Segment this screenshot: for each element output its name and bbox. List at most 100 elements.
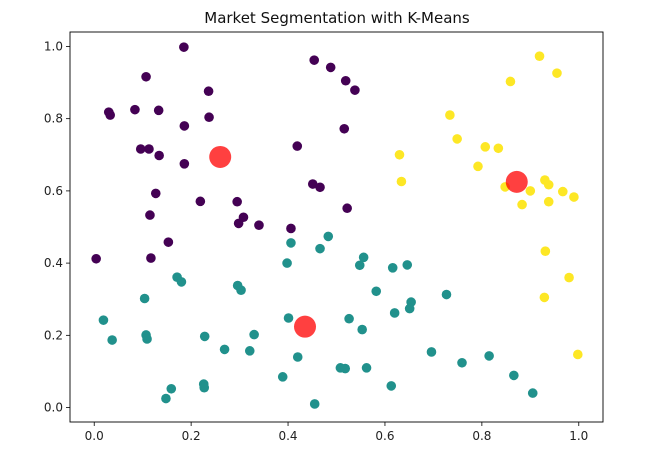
points-layer <box>91 42 583 409</box>
x-tick-label: 0.4 <box>278 429 297 443</box>
data-point-cluster-1 <box>371 286 382 297</box>
data-point-cluster-1 <box>199 382 210 393</box>
data-point-cluster-2 <box>534 51 545 61</box>
data-point-cluster-2 <box>473 161 483 172</box>
data-point-cluster-0 <box>232 196 242 207</box>
data-point-cluster-1 <box>527 388 538 398</box>
data-point-cluster-0 <box>254 220 264 230</box>
y-tick-label: 0.8 <box>44 112 63 126</box>
data-point-cluster-0 <box>309 55 320 65</box>
data-point-cluster-2 <box>573 349 583 360</box>
data-point-cluster-1 <box>107 335 117 345</box>
data-point-cluster-0 <box>204 112 214 123</box>
chart-title: Market Segmentation with K-Means <box>204 9 470 27</box>
data-point-cluster-1 <box>389 308 400 318</box>
data-point-cluster-1 <box>509 370 519 381</box>
y-tick-label: 0.2 <box>44 328 63 342</box>
data-point-cluster-0 <box>342 203 352 214</box>
data-point-cluster-2 <box>505 76 516 87</box>
data-point-cluster-0 <box>145 210 155 220</box>
data-point-cluster-0 <box>146 253 156 263</box>
data-point-cluster-1 <box>340 363 351 374</box>
data-point-cluster-1 <box>426 347 437 357</box>
x-tick-label: 0.8 <box>472 429 491 443</box>
data-point-cluster-2 <box>552 68 562 78</box>
data-point-cluster-1 <box>161 393 171 404</box>
x-tick-label: 1.0 <box>569 429 588 443</box>
data-point-cluster-1 <box>282 258 292 268</box>
centroid-layer <box>209 145 528 338</box>
data-point-cluster-0 <box>339 123 350 134</box>
data-point-cluster-1 <box>244 346 255 356</box>
data-point-cluster-1 <box>166 383 177 394</box>
data-point-cluster-0 <box>105 110 116 120</box>
centroid-point <box>294 315 317 338</box>
data-point-cluster-0 <box>325 62 336 73</box>
data-point-cluster-2 <box>525 186 536 196</box>
data-point-cluster-1 <box>219 344 230 355</box>
data-point-cluster-2 <box>517 199 527 210</box>
y-tick-label: 0.4 <box>44 256 63 270</box>
data-point-cluster-1 <box>354 260 365 271</box>
data-point-cluster-0 <box>144 144 154 154</box>
data-point-cluster-1 <box>457 357 467 368</box>
plot-area-frame <box>69 31 604 423</box>
data-point-cluster-1 <box>283 313 294 323</box>
data-point-cluster-0 <box>163 237 174 247</box>
data-point-cluster-1 <box>344 313 354 324</box>
data-point-cluster-1 <box>387 263 398 273</box>
data-point-cluster-1 <box>176 277 187 287</box>
data-point-cluster-2 <box>564 272 574 283</box>
x-tick-label: 0.6 <box>375 429 394 443</box>
data-point-cluster-1 <box>361 363 372 373</box>
data-point-cluster-0 <box>340 75 351 86</box>
centroid-point <box>505 170 528 193</box>
data-point-cluster-2 <box>452 134 462 144</box>
data-point-cluster-1 <box>358 252 369 263</box>
data-point-cluster-0 <box>153 105 164 116</box>
data-point-cluster-1 <box>402 260 413 270</box>
data-point-cluster-1 <box>142 334 152 344</box>
data-point-cluster-2 <box>543 196 554 207</box>
data-point-cluster-1 <box>98 315 109 325</box>
data-point-cluster-0 <box>233 218 244 229</box>
data-point-cluster-0 <box>154 150 164 161</box>
data-point-cluster-2 <box>396 176 407 187</box>
data-point-cluster-0 <box>179 159 190 169</box>
data-point-cluster-0 <box>315 182 325 193</box>
data-point-cluster-1 <box>236 285 246 295</box>
data-point-cluster-0 <box>307 179 318 189</box>
data-point-cluster-1 <box>323 231 334 242</box>
data-point-cluster-1 <box>139 293 150 304</box>
data-point-cluster-0 <box>292 141 303 151</box>
data-point-cluster-2 <box>557 186 568 197</box>
data-point-cluster-2 <box>543 179 554 190</box>
data-point-cluster-1 <box>249 329 259 340</box>
data-point-cluster-0 <box>350 85 360 95</box>
data-point-cluster-1 <box>386 381 397 391</box>
data-point-cluster-2 <box>445 110 455 120</box>
x-tick-label: 0.2 <box>182 429 201 443</box>
data-point-cluster-0 <box>141 71 151 82</box>
data-point-cluster-0 <box>286 223 296 234</box>
centroid-point <box>209 145 232 168</box>
data-point-cluster-2 <box>539 292 550 303</box>
data-point-cluster-2 <box>394 149 405 160</box>
y-axis: 0.0 0.2 0.4 0.6 0.8 1.0 <box>44 39 70 415</box>
data-point-cluster-1 <box>309 399 320 409</box>
data-point-cluster-2 <box>480 142 491 152</box>
data-point-cluster-2 <box>493 143 504 154</box>
data-point-cluster-0 <box>130 104 140 115</box>
data-point-cluster-1 <box>277 372 288 382</box>
data-point-cluster-0 <box>150 188 161 199</box>
y-tick-label: 0.6 <box>44 184 63 198</box>
data-point-cluster-1 <box>292 352 303 362</box>
x-tick-label: 0.0 <box>85 429 104 443</box>
data-point-cluster-2 <box>540 246 551 256</box>
data-point-cluster-1 <box>315 243 325 254</box>
data-point-cluster-0 <box>179 121 190 131</box>
y-tick-label: 1.0 <box>44 39 63 53</box>
x-axis: 0.0 0.2 0.4 0.6 0.8 1.0 <box>85 422 588 443</box>
data-point-cluster-1 <box>357 324 367 335</box>
